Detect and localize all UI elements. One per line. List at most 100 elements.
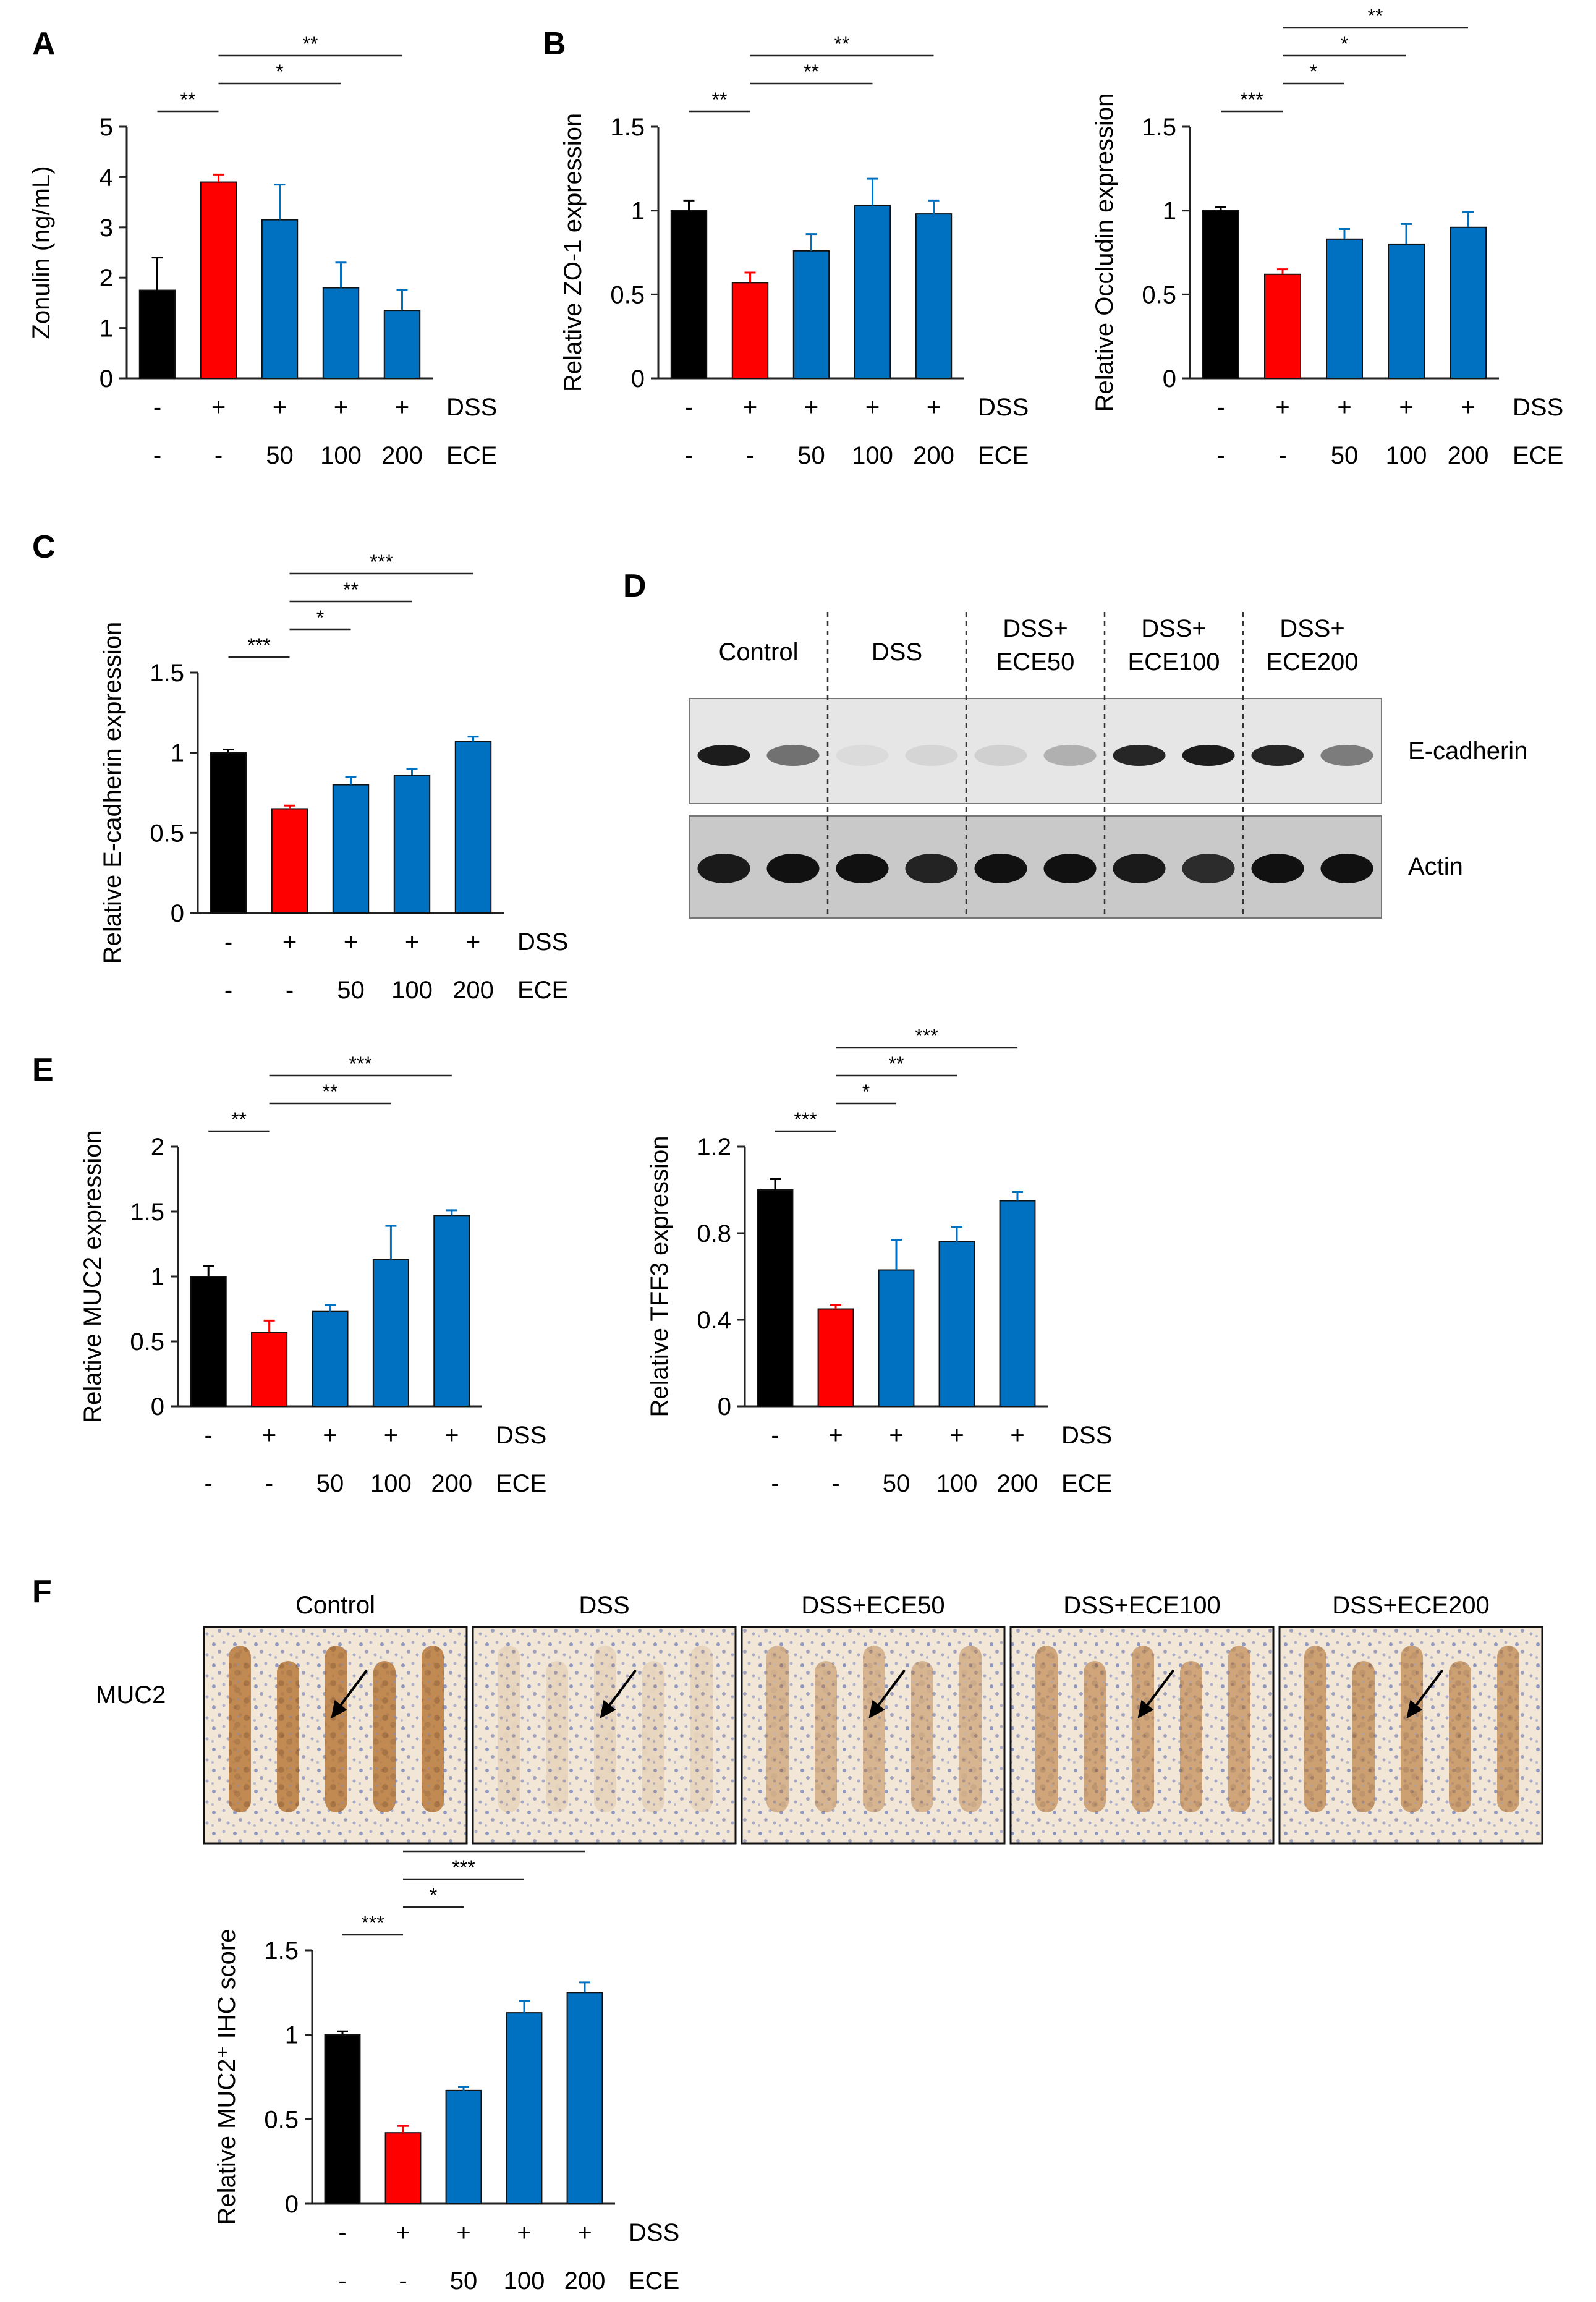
- ece-condition: -: [265, 1470, 273, 1497]
- dss-condition: +: [211, 394, 226, 421]
- blot-band: [1113, 745, 1166, 766]
- y-tick-label: 1.5: [1142, 114, 1176, 141]
- y-tick-label: 0: [631, 365, 645, 393]
- panel-label-c: C: [32, 529, 56, 565]
- bar: [372, 1259, 409, 1407]
- dss-condition: -: [771, 1422, 779, 1449]
- bar: [138, 289, 176, 379]
- bar: [261, 219, 299, 379]
- bar: [312, 1310, 349, 1407]
- bar: [938, 1241, 975, 1407]
- blot-band: [1251, 745, 1304, 766]
- stained-crypt: [1304, 1646, 1326, 1812]
- dss-condition: -: [338, 2219, 346, 2246]
- ece-row-label: ECE: [446, 442, 497, 469]
- ece-condition: -: [224, 977, 232, 1004]
- ece-condition: -: [771, 1470, 779, 1497]
- blot-band: [1043, 854, 1097, 883]
- y-tick-label: 0: [171, 900, 184, 927]
- western-blot-panel: Control DSSDSS+ECE50DSS+ECE100DSS+ECE200 …: [689, 612, 1527, 919]
- ece-row-label: ECE: [978, 442, 1029, 469]
- bar: [324, 2034, 361, 2205]
- arrow-head-icon: [600, 1700, 616, 1718]
- ece-condition: -: [214, 442, 223, 469]
- blot-band: [766, 854, 820, 883]
- dss-condition: +: [396, 2219, 410, 2246]
- blot-group-headers: Control DSS DSS+ ECE50 DSS+ ECE100 DSS+ ECE200: [719, 615, 1359, 676]
- bar: [393, 774, 431, 914]
- ihc-image-title: DSS+ECE200: [1332, 1592, 1490, 1619]
- y-tick-label: 2: [151, 1134, 164, 1161]
- y-axis-label: Zonulin (ng/mL): [28, 166, 55, 339]
- bar: [1450, 226, 1487, 379]
- blot-label-e-cadherin: E-cadherin: [1408, 737, 1527, 765]
- stained-crypt: [498, 1646, 520, 1812]
- bar: [757, 1189, 794, 1407]
- ece-condition: 100: [320, 442, 362, 469]
- y-tick-label: 2: [100, 265, 113, 292]
- ece-condition: 50: [1331, 442, 1359, 469]
- ece-condition: 50: [450, 2267, 478, 2295]
- bar: [817, 1308, 854, 1407]
- significance-stars: **: [804, 61, 819, 83]
- ece-condition: 50: [337, 977, 365, 1004]
- bar: [271, 808, 308, 914]
- ece-row-label: ECE: [496, 1470, 546, 1497]
- ece-condition: -: [831, 1470, 839, 1497]
- significance-stars: **: [712, 88, 728, 111]
- ece-condition: 200: [1448, 442, 1489, 469]
- y-tick-label: 0.8: [697, 1220, 731, 1247]
- dss-condition: +: [743, 394, 757, 421]
- dss-condition: -: [685, 394, 693, 421]
- blot-band: [1182, 745, 1235, 766]
- blot-band: [974, 854, 1027, 883]
- bar: [433, 1215, 470, 1408]
- y-tick-label: 5: [100, 114, 113, 141]
- ihc-image-border: [1009, 1626, 1275, 1845]
- ece-condition: 200: [431, 1470, 472, 1497]
- arrow-icon: [875, 1669, 906, 1709]
- stained-crypt: [594, 1646, 616, 1812]
- significance-stars: ***: [370, 551, 393, 573]
- ece-condition: -: [399, 2267, 407, 2295]
- dss-row-label: DSS: [517, 928, 568, 956]
- stained-crypt: [325, 1646, 347, 1812]
- dss-condition: +: [1337, 394, 1351, 421]
- stained-crypt: [1132, 1646, 1154, 1812]
- y-tick-label: 1: [151, 1264, 164, 1291]
- significance-stars: *: [862, 1081, 870, 1103]
- bar: [454, 741, 492, 914]
- stained-crypt: [1180, 1661, 1202, 1812]
- significance-stars: **: [323, 1081, 338, 1103]
- significance-stars: ***: [349, 1053, 372, 1075]
- panel-label-e: E: [32, 1052, 54, 1088]
- stained-crypt: [863, 1646, 885, 1812]
- stained-crypt: [690, 1646, 713, 1812]
- dss-row-label: DSS: [978, 394, 1029, 421]
- y-tick-label: 1: [285, 2022, 299, 2049]
- blot-band: [697, 745, 750, 766]
- y-tick-label: 1: [171, 740, 184, 767]
- dss-condition: +: [384, 1422, 398, 1449]
- blot-band: [1113, 854, 1166, 883]
- y-tick-label: 0.5: [1142, 281, 1176, 308]
- ece-condition: 200: [452, 977, 494, 1004]
- y-tick-label: 4: [100, 164, 113, 191]
- stained-crypt: [766, 1646, 789, 1812]
- stained-crypt: [277, 1661, 299, 1812]
- y-tick-label: 0: [151, 1393, 164, 1421]
- dss-condition: +: [1010, 1422, 1024, 1449]
- blot-group-label: ECE200: [1267, 648, 1359, 676]
- blot-band: [836, 854, 889, 883]
- arrow-icon: [1413, 1669, 1444, 1709]
- bar: [792, 250, 830, 379]
- stained-crypt: [1084, 1661, 1106, 1812]
- significance-stars: ***: [361, 1912, 384, 1934]
- dss-condition: -: [205, 1422, 213, 1449]
- ihc-image-title: DSS+ECE50: [801, 1592, 944, 1619]
- dss-condition: +: [395, 394, 409, 421]
